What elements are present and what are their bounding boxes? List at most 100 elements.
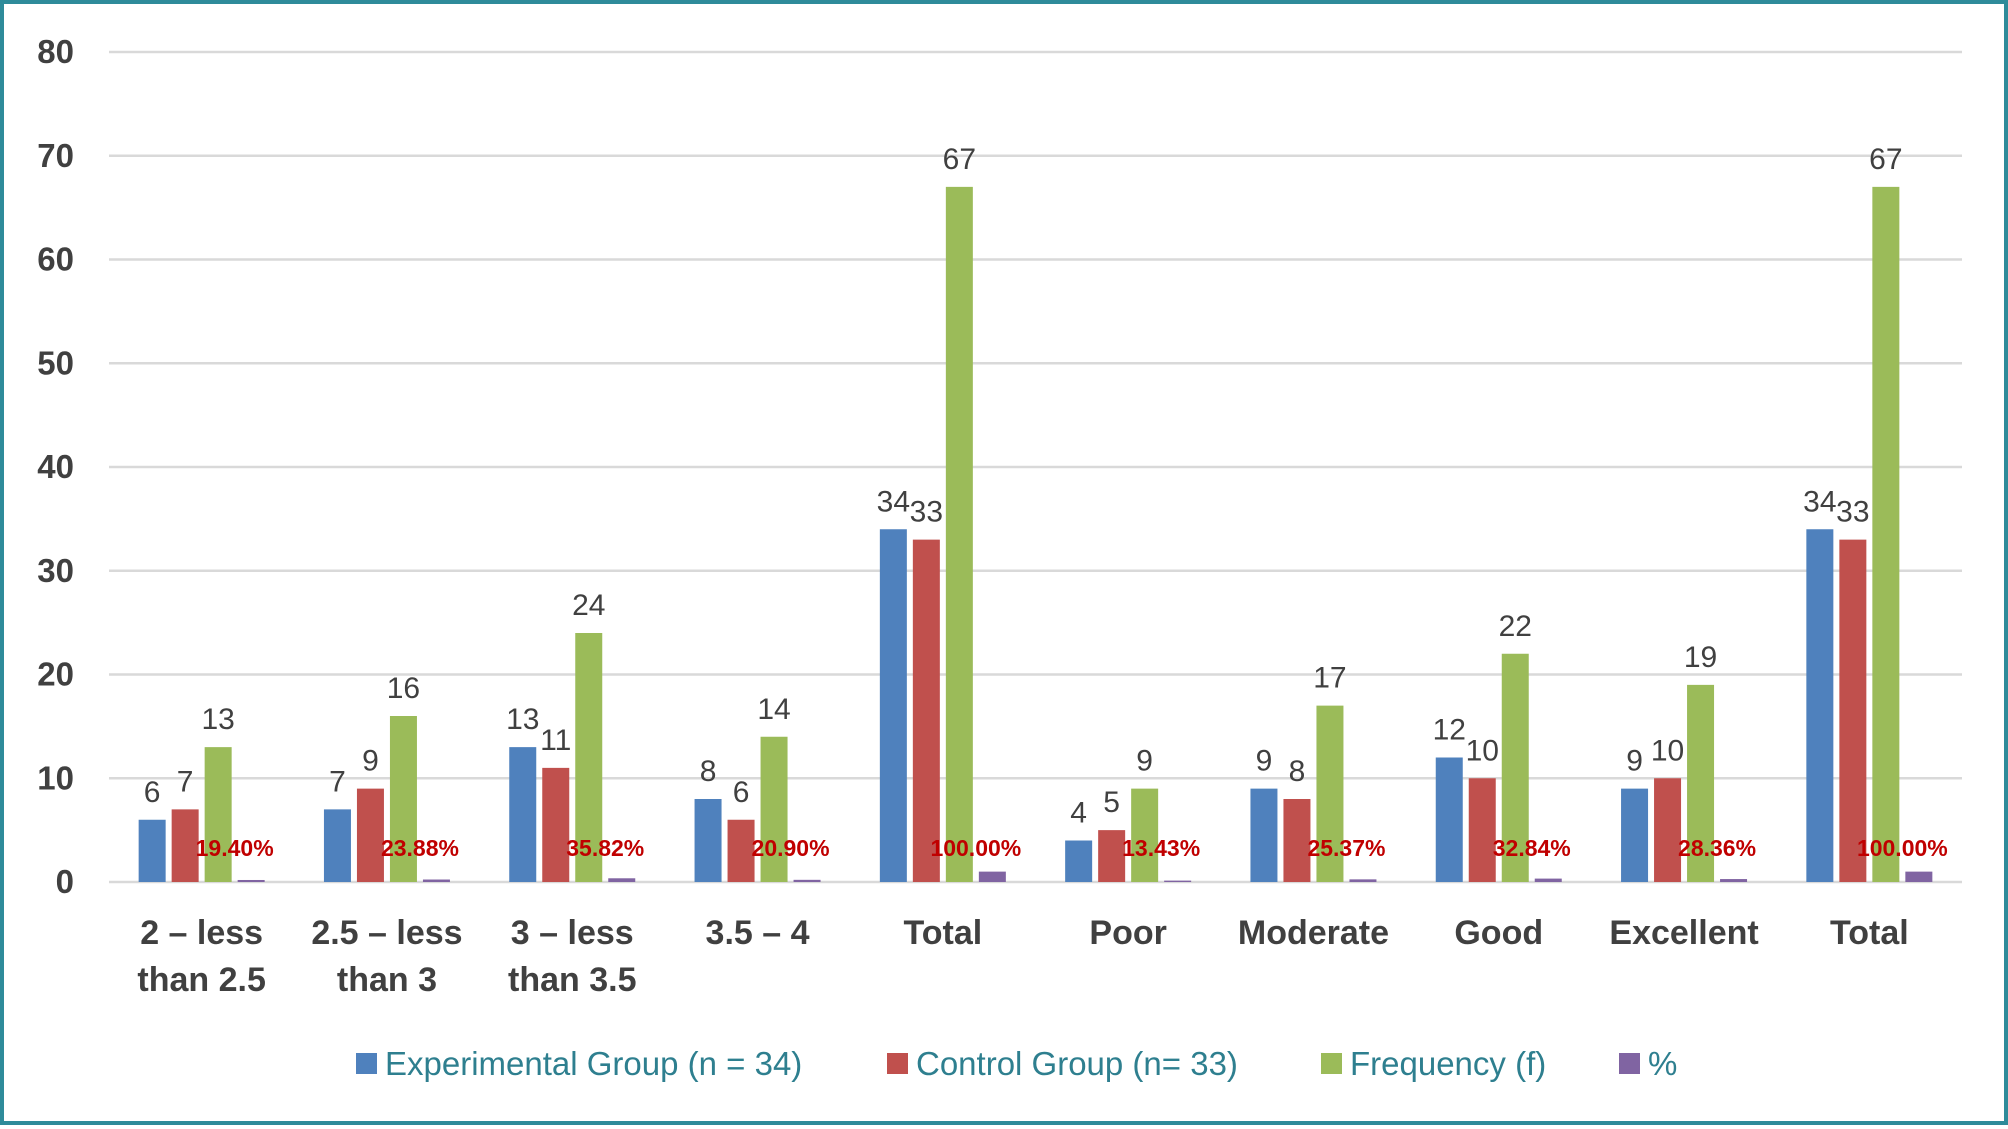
y-tick-label-40: 40 <box>37 448 74 485</box>
data-label-series1-cat2: 7 <box>329 765 346 798</box>
data-label-series3-cat6: 9 <box>1136 745 1153 778</box>
data-label-series1-cat5: 34 <box>877 485 910 518</box>
data-label-series1-cat8: 12 <box>1433 714 1466 747</box>
legend-swatch-series4 <box>1619 1053 1640 1074</box>
legend-label-series1: Experimental Group (n = 34) <box>385 1045 802 1082</box>
legend-swatch-series1 <box>356 1053 377 1074</box>
data-label-series3-cat8: 22 <box>1499 610 1532 643</box>
bar-series3-cat8 <box>1501 653 1529 882</box>
bar-series1-cat2 <box>323 809 351 882</box>
bar-series1-cat1 <box>138 819 166 882</box>
percent-label-cat2: 23.88% <box>381 835 459 861</box>
percent-label-cat10: 100.00% <box>1857 835 1948 861</box>
data-label-series1-cat4: 8 <box>700 755 717 788</box>
bar-series2-cat10 <box>1839 539 1867 882</box>
legend-item-series2: Control Group (n= 33) <box>887 1045 1238 1082</box>
data-label-series2-cat4: 6 <box>733 776 750 809</box>
bar-series1-cat7 <box>1250 788 1278 882</box>
data-label-series3-cat2: 16 <box>387 672 420 705</box>
data-label-series1-cat9: 9 <box>1626 745 1643 778</box>
bar-series2-cat5 <box>912 539 940 882</box>
bar-series2-cat9 <box>1654 778 1682 882</box>
data-label-series2-cat8: 10 <box>1466 734 1499 767</box>
x-tick-label-cat10: Total <box>1830 914 1909 952</box>
percent-label-cat3: 35.82% <box>566 835 644 861</box>
data-label-series2-cat2: 9 <box>362 745 379 778</box>
bar-series2-cat8 <box>1468 778 1496 882</box>
data-label-series1-cat3: 13 <box>506 703 539 736</box>
bar-series4-cat10 <box>1905 871 1933 882</box>
percent-label-cat4: 20.90% <box>752 835 830 861</box>
bar-series1-cat6 <box>1065 840 1093 882</box>
data-label-series3-cat4: 14 <box>757 693 790 726</box>
y-tick-label-30: 30 <box>37 552 74 589</box>
x-tick-label-cat1: 2 – less than 2.5 <box>137 914 265 999</box>
legend-swatch-series3 <box>1321 1053 1342 1074</box>
bar-series4-cat8 <box>1534 878 1562 882</box>
y-tick-label-70: 70 <box>37 137 74 174</box>
legend-item-series1: Experimental Group (n = 34) <box>356 1045 802 1082</box>
bar-series2-cat2 <box>356 788 384 882</box>
percent-label-cat8: 32.84% <box>1493 835 1571 861</box>
bar-series4-cat4 <box>793 879 821 882</box>
data-label-series1-cat6: 4 <box>1070 797 1087 830</box>
bar-series2-cat4 <box>727 819 755 882</box>
y-tick-label-10: 10 <box>37 759 74 796</box>
bar-series3-cat7 <box>1316 705 1344 882</box>
gridlines <box>109 50 1962 884</box>
bar-series1-cat9 <box>1621 788 1649 882</box>
bar-series3-cat1 <box>204 747 232 882</box>
legend-swatch-series2 <box>887 1053 908 1074</box>
data-label-series1-cat1: 6 <box>144 776 161 809</box>
bar-series1-cat5 <box>879 529 907 882</box>
bar-series1-cat10 <box>1806 529 1834 882</box>
data-label-series3-cat3: 24 <box>572 589 605 622</box>
bar-series3-cat2 <box>389 716 417 882</box>
x-axis-tick-labels: 2 – less than 2.5 2.5 – less than 3 3 – less… <box>137 914 1908 999</box>
data-label-series3-cat7: 17 <box>1313 662 1346 695</box>
y-tick-label-50: 50 <box>37 344 74 381</box>
x-tick-label-cat5: Total <box>903 914 982 952</box>
bar-series3-cat5 <box>945 186 973 882</box>
bar-series3-cat6 <box>1131 788 1159 882</box>
bar-series3-cat4 <box>760 736 788 882</box>
bar-series4-cat7 <box>1349 879 1377 882</box>
bar-series1-cat3 <box>509 747 537 882</box>
data-label-series1-cat7: 9 <box>1256 745 1273 778</box>
data-label-series1-cat10: 34 <box>1803 485 1836 518</box>
y-tick-label-0: 0 <box>56 863 74 900</box>
data-label-series3-cat1: 13 <box>201 703 234 736</box>
x-tick-label-cat8: Good <box>1454 914 1543 952</box>
percent-label-cat5: 100.00% <box>930 835 1021 861</box>
legend-label-series2: Control Group (n= 33) <box>916 1045 1238 1082</box>
bar-series1-cat8 <box>1435 757 1463 882</box>
data-label-series3-cat10: 67 <box>1869 143 1902 176</box>
percent-label-cat1: 19.40% <box>196 835 274 861</box>
y-axis-tick-labels: 0 10 20 30 40 50 60 70 80 <box>37 33 74 900</box>
bar-series1-cat4 <box>694 799 722 882</box>
x-tick-label-cat4: 3.5 – 4 <box>706 914 810 952</box>
data-label-series2-cat6: 5 <box>1103 786 1120 819</box>
legend-label-series4: % <box>1648 1045 1677 1082</box>
data-label-series2-cat3: 11 <box>540 724 571 757</box>
bar-series4-cat6 <box>1164 880 1192 882</box>
percent-label-cat7: 25.37% <box>1307 835 1385 861</box>
bar-series4-cat5 <box>978 871 1006 882</box>
percent-label-cat9: 28.36% <box>1678 835 1756 861</box>
legend: Experimental Group (n = 34) Control Group… <box>356 1045 1677 1082</box>
x-tick-label-cat7: Moderate <box>1238 914 1389 952</box>
data-label-series2-cat7: 8 <box>1289 755 1306 788</box>
percent-label-cat6: 13.43% <box>1122 835 1200 861</box>
data-label-series3-cat5: 67 <box>943 143 976 176</box>
data-label-series2-cat1: 7 <box>177 765 194 798</box>
x-tick-label-cat6: Poor <box>1089 914 1166 952</box>
data-label-series2-cat9: 10 <box>1651 734 1684 767</box>
bar-series4-cat2 <box>422 879 450 882</box>
data-label-series2-cat10: 33 <box>1836 496 1869 529</box>
bar-series4-cat1 <box>237 879 265 882</box>
x-tick-label-cat2: 2.5 – less than 3 <box>311 914 462 999</box>
data-label-series3-cat9: 19 <box>1684 641 1717 674</box>
bar-series3-cat10 <box>1872 186 1900 882</box>
